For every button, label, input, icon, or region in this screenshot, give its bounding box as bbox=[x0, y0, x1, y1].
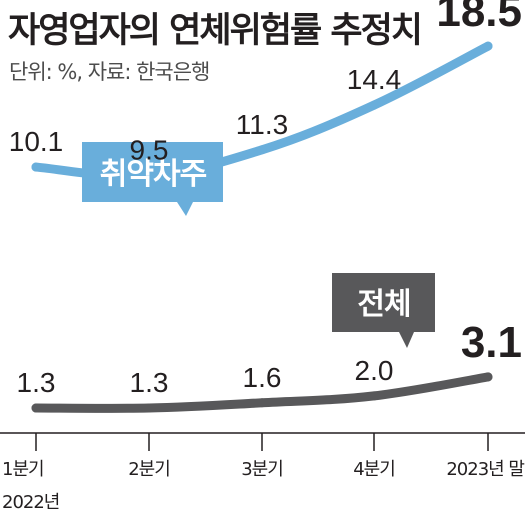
data-label-vulnerable: 11.3 bbox=[236, 109, 288, 140]
x-axis-year-label: 2022년 bbox=[2, 492, 59, 513]
data-point-total bbox=[257, 398, 267, 408]
chart-subtitle: 단위: %, 자료: 한국은행 bbox=[9, 60, 210, 84]
data-label-total: 3.1 bbox=[461, 318, 522, 367]
x-tick-label: 1분기 bbox=[2, 459, 44, 480]
callout-vulnerable-label: 취약차주 bbox=[100, 157, 207, 192]
data-point-vulnerable bbox=[483, 41, 493, 51]
data-point-vulnerable bbox=[257, 145, 267, 155]
data-point-total bbox=[483, 372, 493, 382]
data-label-vulnerable: 10.1 bbox=[9, 126, 64, 157]
callout-total: 전체 bbox=[332, 273, 435, 348]
x-tick-label: 3분기 bbox=[241, 459, 283, 480]
data-label-vulnerable: 9.5 bbox=[130, 135, 169, 166]
data-label-vulnerable: 14.4 bbox=[347, 64, 402, 95]
data-label-vulnerable: 18.5 bbox=[436, 0, 522, 36]
data-point-total bbox=[144, 403, 154, 413]
callout-vulnerable: 취약차주 bbox=[82, 142, 223, 216]
x-tick-label: 4분기 bbox=[353, 459, 395, 480]
data-label-total: 1.3 bbox=[17, 367, 56, 398]
data-label-total: 1.3 bbox=[130, 367, 169, 398]
data-point-vulnerable bbox=[369, 100, 379, 110]
x-tick-label: 2분기 bbox=[128, 459, 170, 480]
callout-total-label: 전체 bbox=[357, 287, 410, 322]
chart-title: 자영업자의 연체위험률 추정치 bbox=[8, 11, 423, 51]
data-point-vulnerable bbox=[31, 162, 41, 172]
data-point-total bbox=[369, 391, 379, 401]
data-point-total bbox=[31, 403, 41, 413]
data-label-total: 1.6 bbox=[243, 362, 282, 393]
data-label-total: 2.0 bbox=[355, 355, 394, 386]
x-tick-label: 2023년 말 bbox=[446, 459, 524, 480]
